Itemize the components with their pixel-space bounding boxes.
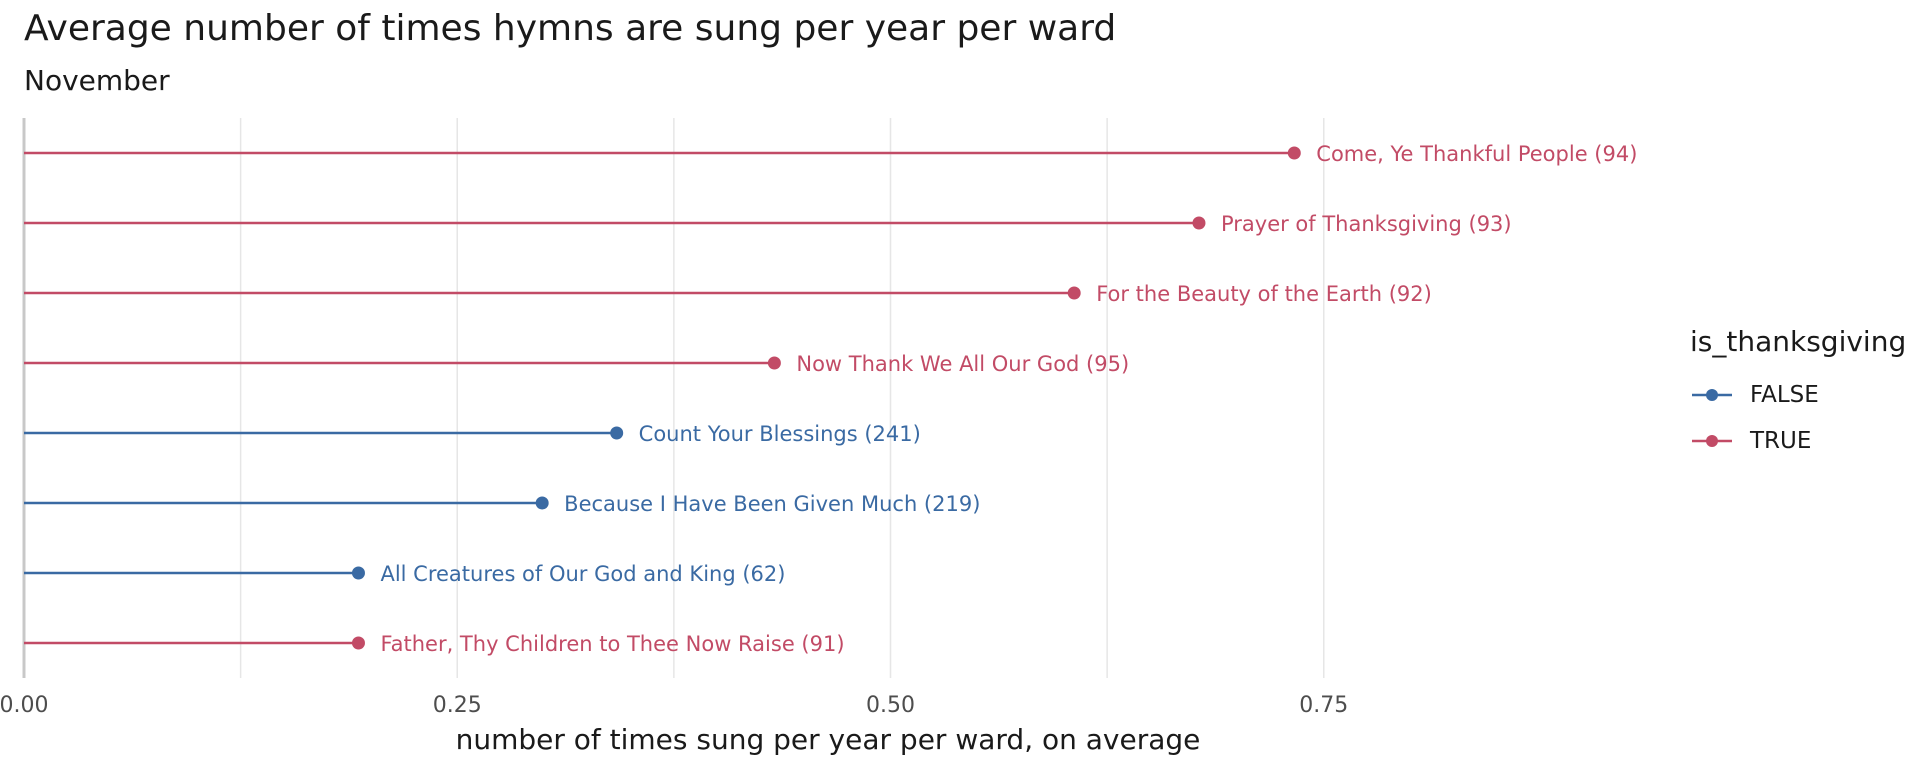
grid-layer (239, 118, 1325, 678)
legend: is_thanksgiving FALSE TRUE (1690, 325, 1915, 464)
lollipop-label: Father, Thy Children to Thee Now Raise (… (380, 632, 844, 656)
lollipop-label: Now Thank We All Our God (95) (796, 352, 1129, 376)
x-tick-label: 0.50 (866, 693, 915, 718)
x-tick-label: 0.75 (1299, 693, 1348, 718)
legend-title: is_thanksgiving (1690, 325, 1907, 358)
lollipop-point (610, 426, 624, 440)
x-axis-label: number of times sung per year per ward, … (456, 723, 1201, 756)
legend-label-false: FALSE (1750, 382, 1819, 408)
lollipop-label: Prayer of Thanksgiving (93) (1221, 212, 1512, 236)
lollipop-point (535, 496, 549, 510)
lollipop-point (351, 636, 365, 650)
lollipop-point (1067, 286, 1081, 300)
legend-label-true: TRUE (1750, 428, 1812, 454)
legend-key-false (1692, 389, 1732, 401)
lollipop-label: Because I Have Been Given Much (219) (564, 492, 980, 516)
legend-item-true: TRUE (1690, 418, 1915, 464)
marks-layer: Come, Ye Thankful People (94) Prayer of T… (24, 142, 1637, 656)
x-tick-label: 0.00 (0, 693, 48, 718)
lollipop-label: For the Beauty of the Earth (92) (1096, 282, 1432, 306)
lollipop-point (1287, 146, 1301, 160)
lollipop-point (767, 356, 781, 370)
axis-layer: 0.00 0.25 0.50 0.75 (0, 118, 1348, 718)
lollipop-label: Count Your Blessings (241) (639, 422, 921, 446)
chart-subtitle: November (24, 64, 170, 97)
lollipop-label: All Creatures of Our God and King (62) (380, 562, 785, 586)
legend-key-true (1692, 435, 1732, 447)
lollipop-point (351, 566, 365, 580)
x-tick-label: 0.25 (433, 693, 482, 718)
chart-title: Average number of times hymns are sung p… (24, 8, 1117, 49)
lollipop-label: Come, Ye Thankful People (94) (1316, 142, 1637, 166)
lollipop-point (1192, 216, 1206, 230)
legend-item-false: FALSE (1690, 372, 1915, 418)
